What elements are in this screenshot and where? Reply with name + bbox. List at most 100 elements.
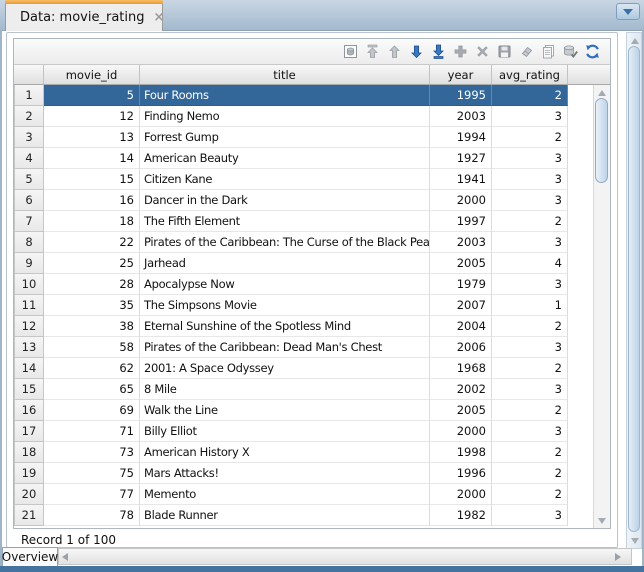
cell-title[interactable]: American History X [140, 442, 430, 463]
cell-avg-rating[interactable]: 1 [492, 295, 568, 316]
cell-year[interactable]: 2000 [430, 421, 492, 442]
cell-title[interactable]: 8 Mile [140, 379, 430, 400]
row-number-cell[interactable]: 3 [14, 127, 44, 148]
row-number-cell[interactable]: 16 [14, 400, 44, 421]
cell-movie-id[interactable]: 28 [44, 274, 140, 295]
cell-avg-rating[interactable]: 3 [492, 190, 568, 211]
row-number-cell[interactable]: 6 [14, 190, 44, 211]
cell-movie-id[interactable]: 5 [44, 85, 140, 106]
cell-title[interactable]: The Fifth Element [140, 211, 430, 232]
cell-avg-rating[interactable]: 3 [492, 379, 568, 400]
cell-year[interactable]: 1979 [430, 274, 492, 295]
row-number-cell[interactable]: 20 [14, 484, 44, 505]
table-row[interactable]: 4 14 American Beauty 1927 3 [14, 148, 610, 169]
row-number-cell[interactable]: 4 [14, 148, 44, 169]
cell-movie-id[interactable]: 22 [44, 232, 140, 253]
cell-avg-rating[interactable]: 3 [492, 169, 568, 190]
column-header-avg-rating[interactable]: avg_rating [492, 65, 568, 85]
cell-year[interactable]: 1968 [430, 358, 492, 379]
cell-year[interactable]: 2003 [430, 106, 492, 127]
discard-changes-button[interactable] [517, 42, 536, 61]
copy-button[interactable] [539, 42, 558, 61]
table-row[interactable]: 15 65 8 Mile 2002 3 [14, 379, 610, 400]
cell-movie-id[interactable]: 77 [44, 484, 140, 505]
cell-movie-id[interactable]: 14 [44, 148, 140, 169]
window-vertical-scrollbar[interactable] [626, 32, 642, 549]
row-number-cell[interactable]: 8 [14, 232, 44, 253]
cell-movie-id[interactable]: 18 [44, 211, 140, 232]
cell-title[interactable]: The Simpsons Movie [140, 295, 430, 316]
cell-avg-rating[interactable]: 2 [492, 127, 568, 148]
cell-avg-rating[interactable]: 2 [492, 85, 568, 106]
cell-year[interactable]: 1927 [430, 148, 492, 169]
cell-avg-rating[interactable]: 4 [492, 253, 568, 274]
table-row[interactable]: 7 18 The Fifth Element 1997 2 [14, 211, 610, 232]
cell-movie-id[interactable]: 25 [44, 253, 140, 274]
cell-year[interactable]: 2006 [430, 337, 492, 358]
cell-title[interactable]: Citizen Kane [140, 169, 430, 190]
cell-avg-rating[interactable]: 2 [492, 442, 568, 463]
previous-record-button[interactable] [385, 42, 404, 61]
table-row[interactable]: 11 35 The Simpsons Movie 2007 1 [14, 295, 610, 316]
cell-avg-rating[interactable]: 2 [492, 358, 568, 379]
table-row[interactable]: 6 16 Dancer in the Dark 2000 3 [14, 190, 610, 211]
cell-title[interactable]: Blade Runner [140, 505, 430, 526]
tab-overview[interactable]: Overview [2, 547, 58, 566]
row-number-cell[interactable]: 14 [14, 358, 44, 379]
cell-title[interactable]: Eternal Sunshine of the Spotless Mind [140, 316, 430, 337]
scroll-down-button[interactable] [594, 513, 610, 528]
row-number-cell[interactable]: 1 [14, 85, 44, 106]
cell-year[interactable]: 2002 [430, 379, 492, 400]
table-row[interactable]: 19 75 Mars Attacks! 1996 2 [14, 463, 610, 484]
table-row[interactable]: 3 13 Forrest Gump 1994 2 [14, 127, 610, 148]
table-row[interactable]: 20 77 Memento 2000 2 [14, 484, 610, 505]
cell-year[interactable]: 2004 [430, 316, 492, 337]
cell-title[interactable]: Apocalypse Now [140, 274, 430, 295]
table-row[interactable]: 10 28 Apocalypse Now 1979 3 [14, 274, 610, 295]
horizontal-scrollbar[interactable] [58, 548, 632, 565]
table-row[interactable]: 2 12 Finding Nemo 2003 3 [14, 106, 610, 127]
cell-title[interactable]: Billy Elliot [140, 421, 430, 442]
cell-movie-id[interactable]: 58 [44, 337, 140, 358]
cell-title[interactable]: 2001: A Space Odyssey [140, 358, 430, 379]
tab-data-movie-rating[interactable]: Data: movie_rating × [5, 0, 165, 31]
cell-title[interactable]: Forrest Gump [140, 127, 430, 148]
window-scroll-down-button[interactable] [627, 533, 643, 548]
window-scroll-up-button[interactable] [627, 33, 643, 48]
table-vertical-scrollbar[interactable] [593, 85, 610, 528]
cell-year[interactable]: 1995 [430, 85, 492, 106]
table-scrollbar-thumb[interactable] [595, 98, 608, 183]
cell-movie-id[interactable]: 65 [44, 379, 140, 400]
cell-avg-rating[interactable]: 3 [492, 232, 568, 253]
row-number-cell[interactable]: 17 [14, 421, 44, 442]
cell-movie-id[interactable]: 71 [44, 421, 140, 442]
close-tab-icon[interactable]: × [153, 10, 165, 25]
cell-year[interactable]: 1982 [430, 505, 492, 526]
cell-avg-rating[interactable]: 2 [492, 484, 568, 505]
cell-movie-id[interactable]: 73 [44, 442, 140, 463]
table-row[interactable]: 1 5 Four Rooms 1995 2 [14, 85, 610, 106]
table-row[interactable]: 17 71 Billy Elliot 2000 3 [14, 421, 610, 442]
cell-movie-id[interactable]: 16 [44, 190, 140, 211]
row-number-cell[interactable]: 2 [14, 106, 44, 127]
window-scrollbar-thumb[interactable] [628, 46, 640, 532]
table-row[interactable]: 13 58 Pirates of the Caribbean: Dead Man… [14, 337, 610, 358]
cell-year[interactable]: 2003 [430, 232, 492, 253]
row-number-cell[interactable]: 11 [14, 295, 44, 316]
table-row[interactable]: 12 38 Eternal Sunshine of the Spotless M… [14, 316, 610, 337]
scroll-up-button[interactable] [594, 85, 610, 100]
cell-year[interactable]: 2007 [430, 295, 492, 316]
cell-year[interactable]: 2005 [430, 253, 492, 274]
cell-year[interactable]: 1998 [430, 442, 492, 463]
refresh-button[interactable] [583, 42, 602, 61]
cell-avg-rating[interactable]: 2 [492, 463, 568, 484]
cell-movie-id[interactable]: 62 [44, 358, 140, 379]
row-number-cell[interactable]: 13 [14, 337, 44, 358]
cell-title[interactable]: American Beauty [140, 148, 430, 169]
column-header-movie-id[interactable]: movie_id [44, 65, 140, 85]
table-row[interactable]: 8 22 Pirates of the Caribbean: The Curse… [14, 232, 610, 253]
cell-movie-id[interactable]: 15 [44, 169, 140, 190]
cell-avg-rating[interactable]: 2 [492, 211, 568, 232]
column-header-title[interactable]: title [140, 65, 430, 85]
save-button[interactable] [495, 42, 514, 61]
